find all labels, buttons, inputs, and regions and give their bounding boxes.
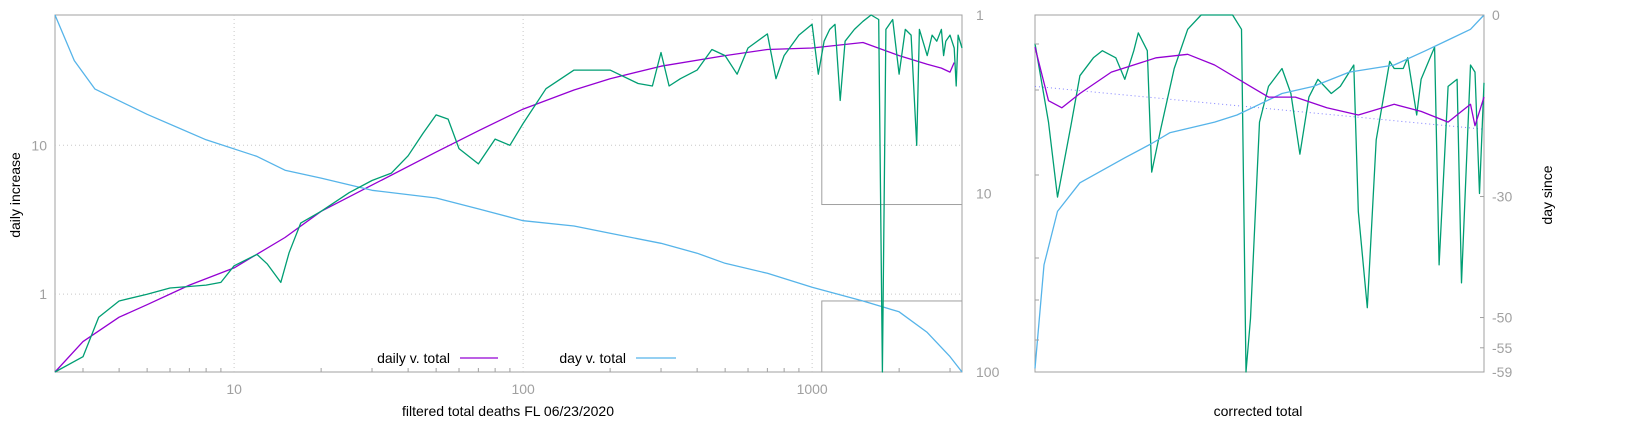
right-ticks: 0 -30 -50 -55 -59 — [1035, 7, 1512, 380]
y2-tick-label-10: 10 — [976, 186, 992, 202]
right-y-axis-label: day since — [1539, 165, 1555, 224]
inset-rect-top — [821, 14, 963, 206]
x-tick-label-1000: 1000 — [797, 381, 828, 397]
right-plot-frame — [1034, 14, 1485, 373]
right-series-line-daily — [1034, 46, 1485, 127]
y-tick-label-1: 1 — [39, 286, 47, 302]
main-ticks: 10 100 1000 1 10 1 10 100 — [31, 7, 999, 397]
right-y-tick-label-neg50: -50 — [1492, 310, 1512, 326]
legend-label-day: day v. total — [559, 350, 626, 366]
inset-rect-bottom — [821, 300, 963, 373]
main-x-axis-label: filtered total deaths FL 06/23/2020 — [402, 403, 614, 419]
legend: daily v. total day v. total — [377, 350, 676, 366]
right-y-tick-label-0: 0 — [1492, 7, 1500, 23]
y2-tick-label-100: 100 — [976, 364, 1000, 380]
right-y-tick-label-neg59: -59 — [1492, 364, 1512, 380]
series-line-day — [54, 14, 963, 373]
main-plot-frame — [54, 14, 963, 373]
legend-label-daily: daily v. total — [377, 350, 450, 366]
x-tick-label-100: 100 — [511, 381, 535, 397]
right-series — [1034, 14, 1485, 373]
right-x-axis-label: corrected total — [1214, 403, 1303, 419]
right-series-line-raw — [1034, 14, 1485, 373]
main-series — [54, 14, 963, 373]
y-tick-label-10: 10 — [31, 137, 47, 153]
main-y-axis-label: daily increase — [7, 152, 23, 238]
right-y-tick-label-neg55: -55 — [1492, 340, 1512, 356]
series-line-raw — [54, 14, 963, 373]
right-y-tick-label-neg30: -30 — [1492, 189, 1512, 205]
x-tick-label-10: 10 — [226, 381, 242, 397]
y2-tick-label-1: 1 — [976, 7, 984, 23]
main-grid — [55, 14, 963, 373]
right-series-line-day — [1034, 14, 1485, 369]
series-line-daily — [54, 41, 955, 373]
